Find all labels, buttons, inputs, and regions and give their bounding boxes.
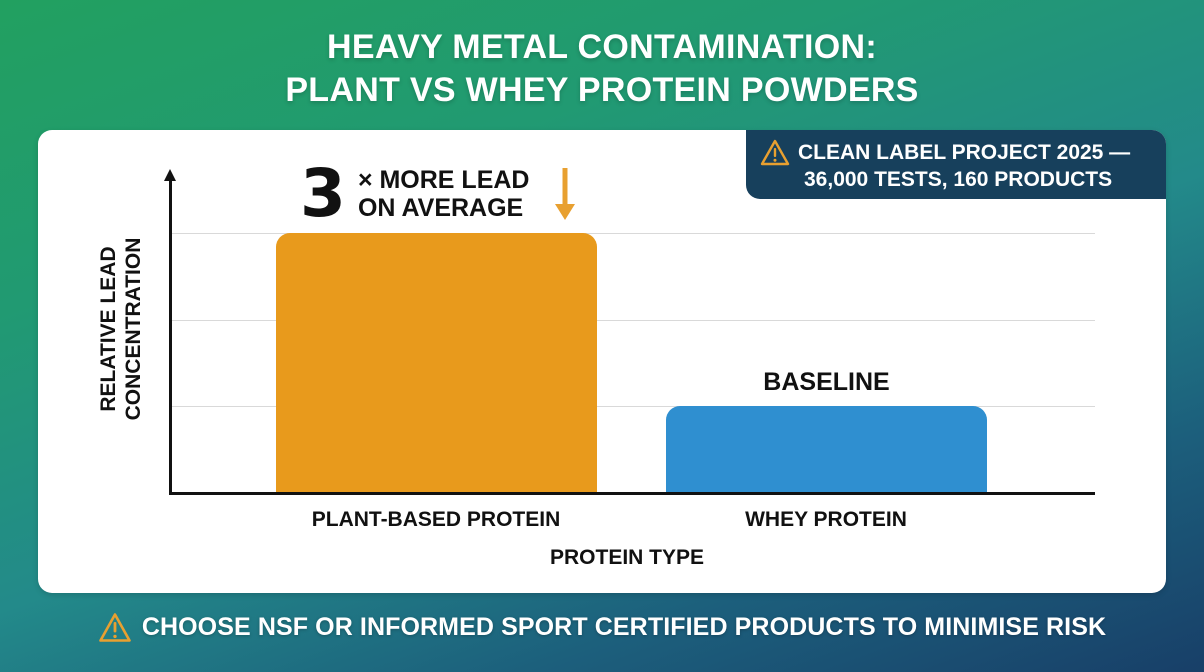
bar-plant-based-protein — [276, 232, 597, 493]
whey-bar-annotation: BASELINE — [763, 368, 890, 396]
plant-bar-annotation: 3 × MORE LEAD ON AVERAGE — [300, 155, 530, 232]
badge-line-1: CLEAN LABEL PROJECT 2025 — — [798, 141, 1131, 164]
bar-whey-protein — [666, 406, 987, 493]
y-axis-label: RELATIVE LEAD CONCENTRATION — [97, 237, 145, 421]
gridline — [171, 320, 1095, 321]
gridline — [171, 406, 1095, 407]
footer-recommendation: CHOOSE NSF OR INFORMED SPORT CERTIFIED P… — [0, 612, 1204, 643]
y-axis-arrow-icon — [164, 169, 176, 181]
down-arrow-icon — [555, 168, 575, 227]
badge-line-2: 36,000 TESTS, 160 PRODUCTS — [804, 168, 1113, 191]
title-line-2: PLANT VS WHEY PROTEIN POWDERS — [285, 71, 919, 109]
page-title: HEAVY METAL CONTAMINATION: PLANT VS WHEY… — [0, 26, 1204, 112]
x-tick-label-plant: PLANT-BASED PROTEIN — [311, 508, 561, 531]
warning-triangle-icon — [98, 612, 132, 643]
chart-card: CLEAN LABEL PROJECT 2025 — 36,000 TESTS,… — [38, 130, 1166, 593]
gridline — [171, 233, 1095, 234]
callout-line-1: × MORE LEAD — [357, 166, 530, 194]
multiplier-number: 3 — [300, 155, 346, 232]
source-badge: CLEAN LABEL PROJECT 2025 — 36,000 TESTS,… — [746, 130, 1166, 199]
x-axis — [169, 492, 1095, 495]
y-axis — [169, 178, 172, 494]
x-tick-label-whey: WHEY PROTEIN — [745, 508, 907, 531]
title-line-1: HEAVY METAL CONTAMINATION: — [327, 28, 877, 66]
callout-line-2: ON AVERAGE — [357, 194, 524, 222]
footer-text: CHOOSE NSF OR INFORMED SPORT CERTIFIED P… — [141, 613, 1107, 641]
warning-triangle-icon — [760, 139, 790, 166]
x-axis-label: PROTEIN TYPE — [549, 546, 705, 569]
